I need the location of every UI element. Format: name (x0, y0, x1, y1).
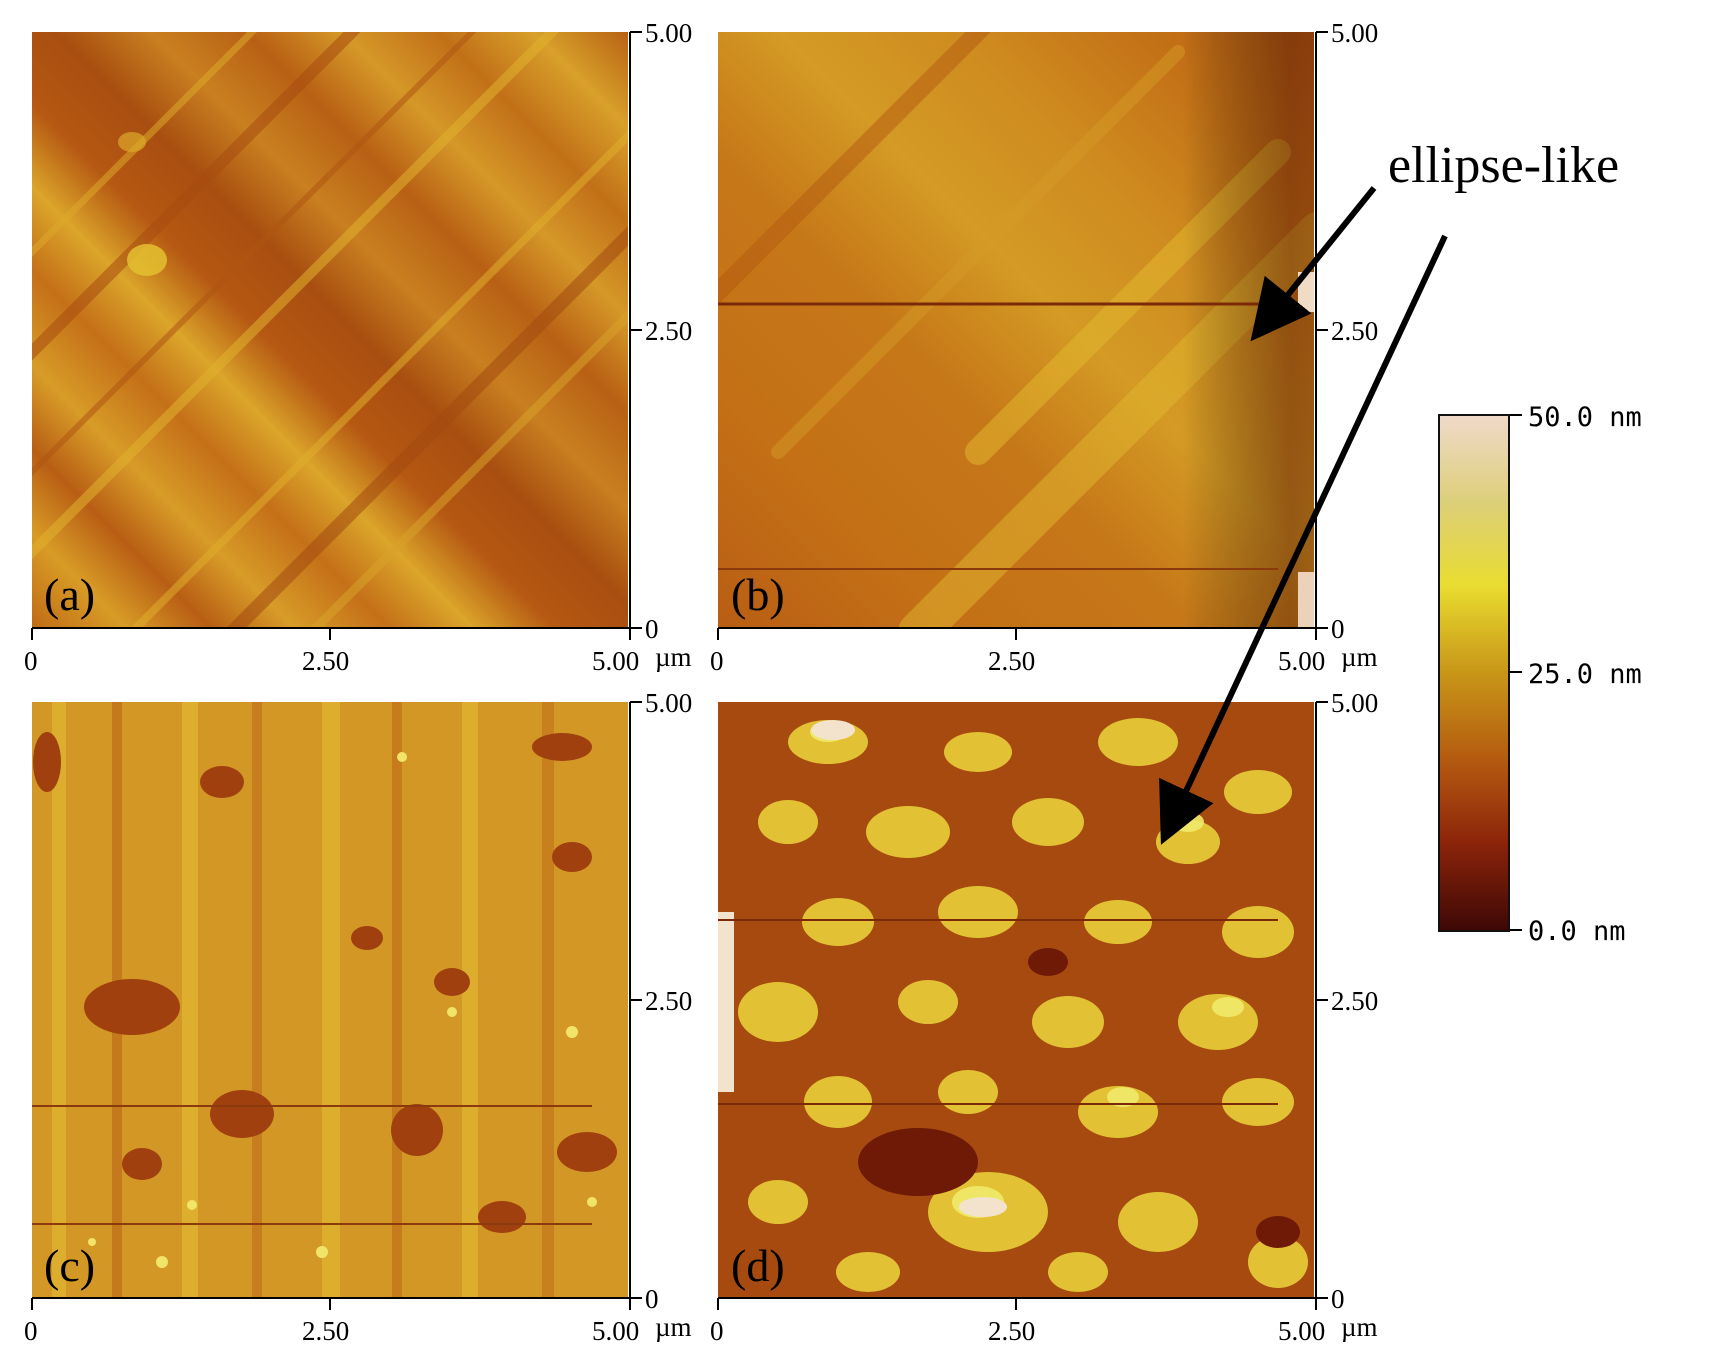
panel-label-c: (c) (44, 1240, 96, 1291)
colorbar-gradient (1440, 416, 1508, 930)
x-unit-d: µm (1341, 1312, 1378, 1342)
afm-image-c (32, 702, 628, 1298)
height-colorbar (1438, 414, 1510, 932)
panel-label-b: (b) (731, 569, 785, 620)
colorbar-max-label: 50.0 nm (1528, 402, 1642, 433)
x-tick-b-0: 0 (710, 646, 724, 676)
panel-label-a: (a) (44, 569, 96, 620)
panel-label-d: (d) (731, 1240, 785, 1291)
y-tick-b-0: 5.00 (1331, 18, 1379, 48)
x-tick-a-2: 5.00 (592, 646, 640, 676)
y-tick-b-1: 2.50 (1331, 316, 1379, 346)
y-tick-c-2: 0 (645, 1284, 659, 1314)
x-tick-c-2: 5.00 (592, 1316, 640, 1346)
x-tick-c-1: 2.50 (302, 1316, 350, 1346)
x-tick-b-2: 5.00 (1278, 646, 1326, 676)
x-tick-a-0: 0 (24, 646, 38, 676)
x-tick-d-0: 0 (710, 1316, 724, 1346)
afm-image-b-graphic (718, 32, 1314, 628)
afm-image-a (32, 32, 628, 628)
x-unit-a: µm (655, 642, 692, 672)
y-tick-c-1: 2.50 (645, 986, 693, 1016)
annotation-ellipse-like: ellipse-like (1388, 137, 1620, 194)
afm-image-a-graphic (32, 32, 628, 628)
x-tick-b-1: 2.50 (988, 646, 1036, 676)
y-tick-a-2: 0 (645, 614, 659, 644)
y-tick-c-0: 5.00 (645, 688, 693, 718)
afm-image-b (718, 32, 1314, 628)
afm-image-d-graphic (718, 702, 1314, 1298)
y-tick-d-0: 5.00 (1331, 688, 1379, 718)
x-tick-a-1: 2.50 (302, 646, 350, 676)
x-tick-d-2: 5.00 (1278, 1316, 1326, 1346)
y-tick-a-1: 2.50 (645, 316, 693, 346)
y-tick-a-0: 5.00 (645, 18, 693, 48)
x-unit-c: µm (655, 1312, 692, 1342)
x-tick-c-0: 0 (24, 1316, 38, 1346)
colorbar-min-label: 0.0 nm (1528, 916, 1626, 947)
x-unit-b: µm (1341, 642, 1378, 672)
y-tick-d-2: 0 (1331, 1284, 1345, 1314)
afm-image-d (718, 702, 1314, 1298)
x-tick-d-1: 2.50 (988, 1316, 1036, 1346)
y-tick-b-2: 0 (1331, 614, 1345, 644)
afm-image-c-graphic (32, 702, 628, 1298)
colorbar-mid-label: 25.0 nm (1528, 659, 1642, 690)
y-tick-d-1: 2.50 (1331, 986, 1379, 1016)
